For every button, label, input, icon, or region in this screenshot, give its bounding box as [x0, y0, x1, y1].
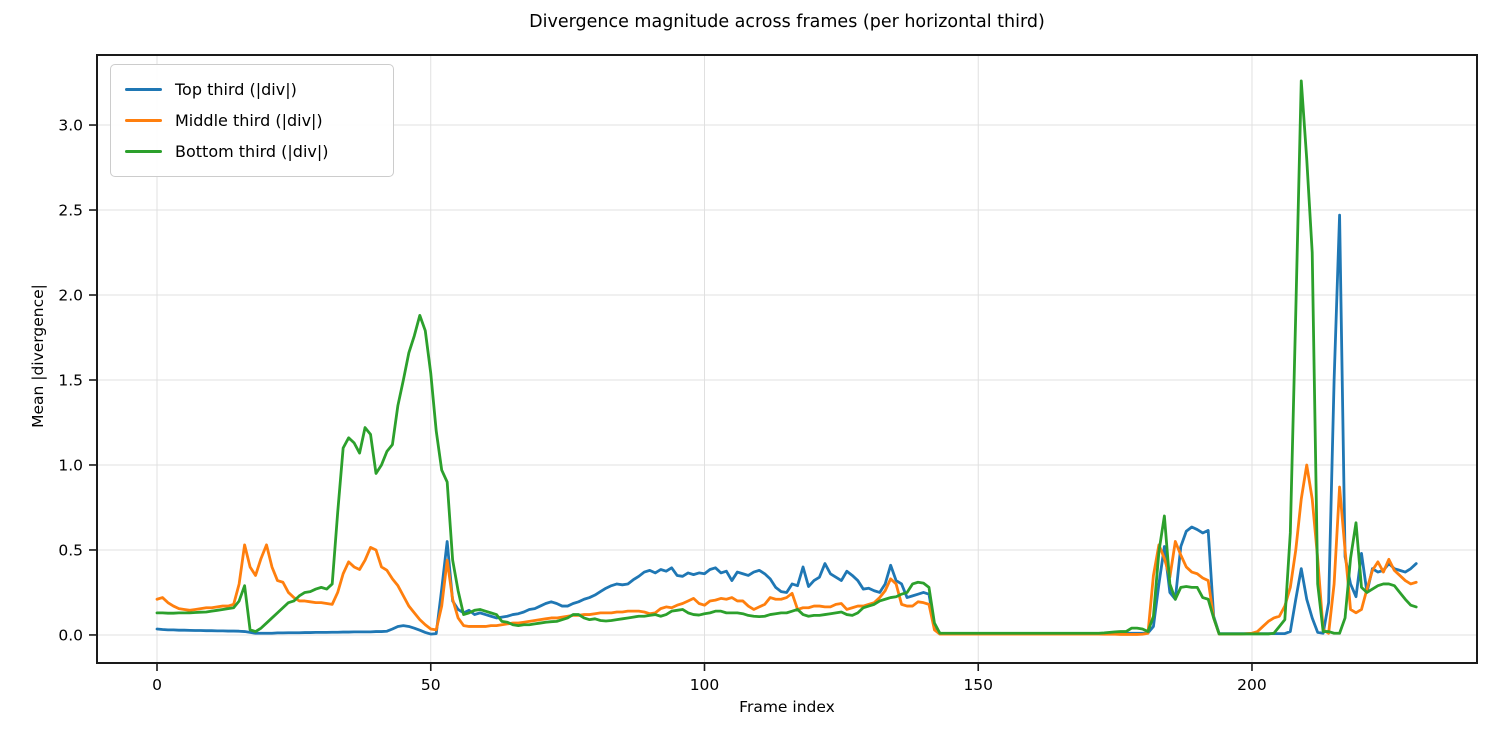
y-tick-label: 0.5 — [58, 541, 83, 559]
x-tick-label: 200 — [1237, 676, 1267, 694]
y-tick-label: 1.5 — [58, 371, 83, 389]
legend-item-middle-third: Middle third (|div|) — [125, 105, 379, 136]
legend-label-bottom-third: Bottom third (|div|) — [175, 142, 329, 161]
y-tick-label: 2.5 — [58, 202, 83, 220]
chart-title: Divergence magnitude across frames (per … — [529, 12, 1045, 32]
tick-marks — [89, 124, 1253, 671]
x-tick-label: 0 — [152, 676, 162, 694]
legend-label-middle-third: Middle third (|div|) — [175, 111, 323, 130]
y-tick-label: 1.0 — [58, 456, 83, 474]
legend-swatch-middle-third — [125, 119, 162, 122]
series-line-middle-third-div — [155, 463, 1418, 636]
legend-swatch-top-third — [125, 88, 162, 91]
x-axis-label: Frame index — [739, 698, 835, 716]
x-tick-label: 150 — [963, 676, 993, 694]
y-axis-label: Mean |divergence| — [29, 284, 47, 428]
legend-item-top-third: Top third (|div|) — [125, 74, 379, 105]
series-line-bottom-third-div — [155, 79, 1418, 636]
legend: Top third (|div|) Middle third (|div|) B… — [110, 64, 394, 177]
x-tick-label: 50 — [421, 676, 441, 694]
y-tick-label: 3.0 — [58, 117, 83, 135]
y-tick-label: 2.0 — [58, 287, 83, 305]
series-line-top-third-div — [155, 213, 1418, 636]
series-lines — [155, 79, 1418, 636]
legend-label-top-third: Top third (|div|) — [175, 80, 297, 99]
y-tick-label: 0.0 — [58, 626, 83, 644]
legend-swatch-bottom-third — [125, 150, 162, 153]
tick-labels: 0 50 100 150 200 0.0 0.5 1.0 1.5 2.0 2.5 3.0 — [58, 117, 1266, 694]
x-tick-label: 100 — [690, 676, 720, 694]
legend-item-bottom-third: Bottom third (|div|) — [125, 136, 379, 167]
axes-spines — [96, 54, 1478, 664]
